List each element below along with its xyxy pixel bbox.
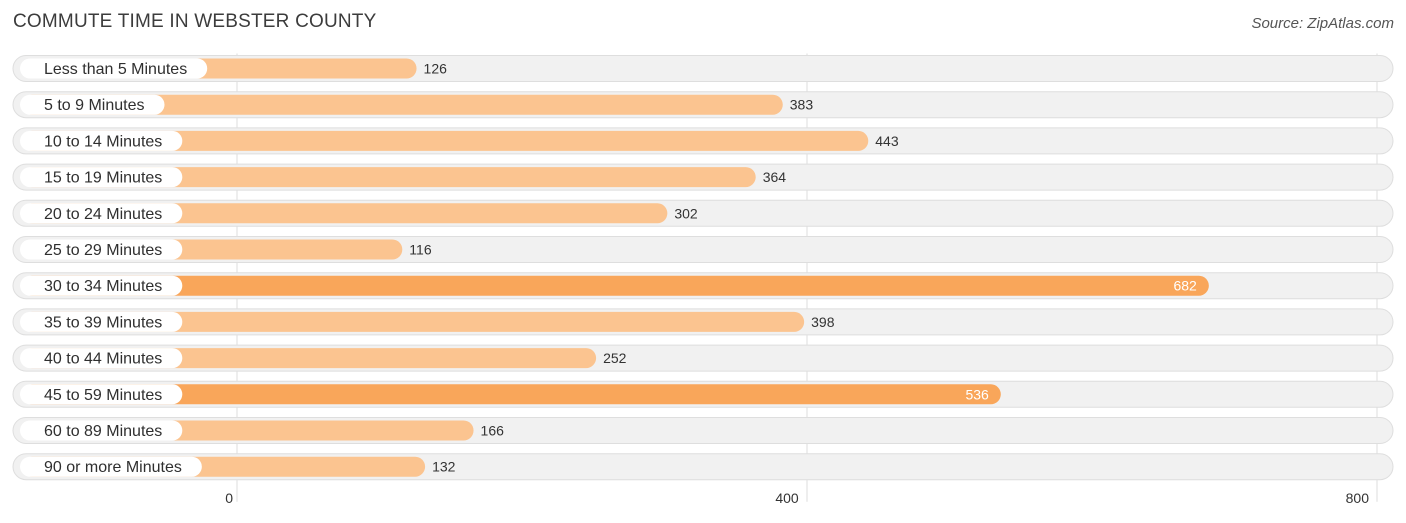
category-label-background: [20, 203, 183, 224]
bar: [22, 94, 783, 115]
value-label: 682: [1173, 278, 1197, 294]
category-label-background: [20, 348, 183, 369]
bar-row: 15 to 19 Minutes 364: [12, 163, 1394, 191]
value-label: 132: [432, 459, 456, 475]
value-label: 302: [674, 205, 698, 221]
x-tick-label: 800: [1346, 490, 1370, 506]
category-label: 60 to 89 Minutes: [44, 423, 162, 440]
value-label: 383: [790, 97, 814, 113]
value-label: 443: [875, 133, 899, 149]
category-label: 30 to 34 Minutes: [44, 278, 162, 295]
bar-row: 10 to 14 Minutes 443: [12, 127, 1394, 155]
category-label-background: [20, 275, 183, 296]
category-label-background: [20, 130, 183, 151]
category-label-background: [20, 456, 202, 477]
category-label: 20 to 24 Minutes: [44, 206, 162, 223]
bar-row: 30 to 34 Minutes 682: [12, 272, 1394, 300]
category-label-background: [20, 239, 183, 260]
category-label: 15 to 19 Minutes: [44, 170, 162, 187]
bar-row: 5 to 9 Minutes 383: [12, 91, 1394, 119]
bar-row: Less than 5 Minutes 126: [12, 55, 1394, 82]
value-label: 166: [481, 423, 505, 439]
category-label: 10 to 14 Minutes: [44, 133, 162, 150]
category-label-background: [20, 420, 183, 441]
bar: [22, 384, 1001, 405]
bar: [22, 130, 869, 151]
bar-row: 40 to 44 Minutes 252: [12, 344, 1394, 372]
category-label: 35 to 39 Minutes: [44, 314, 162, 331]
category-label: 40 to 44 Minutes: [44, 351, 162, 368]
category-label-background: [20, 311, 183, 332]
category-label: 45 to 59 Minutes: [44, 387, 162, 404]
bar-row: 35 to 39 Minutes 398: [12, 308, 1394, 336]
x-tick-label: 0: [225, 490, 233, 506]
value-label: 364: [763, 169, 787, 185]
bar: [22, 203, 668, 224]
bar-row: 45 to 59 Minutes 536: [12, 380, 1394, 408]
x-tick-label: 400: [775, 490, 799, 506]
category-label: Less than 5 Minutes: [44, 61, 187, 78]
category-label-background: [20, 384, 183, 405]
bar: [22, 275, 1209, 296]
category-label-background: [20, 167, 183, 188]
value-label: 252: [603, 350, 627, 366]
category-label: 90 or more Minutes: [44, 459, 182, 476]
bar: [22, 167, 756, 188]
bar: [22, 311, 805, 332]
value-label: 536: [965, 386, 989, 402]
chart-title: COMMUTE TIME IN WEBSTER COUNTY: [13, 11, 377, 32]
value-label: 398: [811, 314, 835, 330]
chart-rows: Less than 5 Minutes 126 5 to 9 Minutes 383 1…: [12, 55, 1394, 481]
category-label-background: [20, 58, 208, 79]
bar-row: 90 or more Minutes 132: [12, 453, 1394, 481]
value-label: 126: [424, 61, 448, 77]
bar-row: 20 to 24 Minutes 302: [12, 199, 1394, 227]
x-axis-ticks: 0 400 800: [225, 490, 1369, 506]
category-label-background: [20, 94, 165, 115]
source-note: Source: ZipAtlas.com: [1251, 15, 1394, 32]
bar-row: 25 to 29 Minutes 116: [12, 236, 1394, 263]
category-label: 25 to 29 Minutes: [44, 242, 162, 259]
value-label: 116: [409, 242, 432, 258]
category-label: 5 to 9 Minutes: [44, 97, 145, 114]
bar-row: 60 to 89 Minutes 166: [12, 417, 1394, 444]
